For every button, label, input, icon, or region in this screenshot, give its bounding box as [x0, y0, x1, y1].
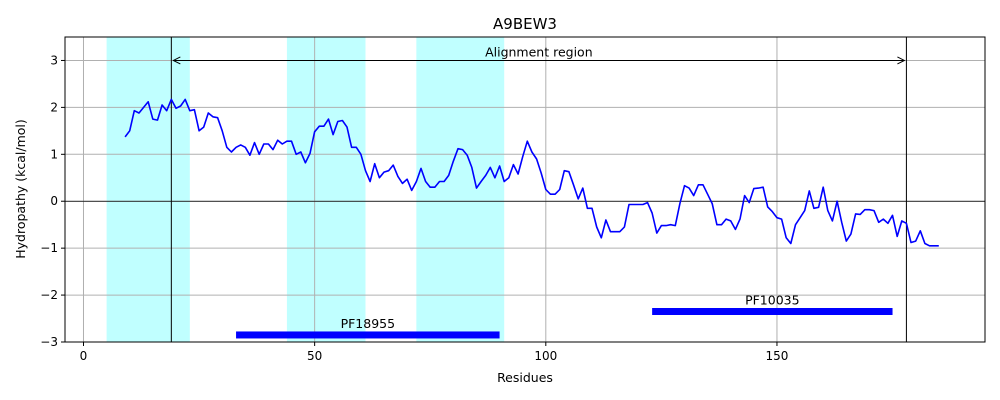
shaded-region-3 [416, 37, 505, 342]
shaded-regions [106, 37, 505, 342]
shaded-region-2 [286, 37, 366, 342]
x-axis-ticks: 0 50 100 150 [80, 342, 789, 363]
plot-background [65, 37, 985, 342]
hydropathy-line [124, 98, 939, 247]
x-tick-label: 150 [766, 349, 789, 363]
shaded-region-1 [106, 37, 190, 342]
alignment-boundary-lines [170, 37, 907, 342]
y-tick-label: −1 [40, 241, 58, 255]
y-tick-label: 0 [50, 194, 58, 208]
y-tick-label: 3 [50, 53, 58, 67]
y-tick-label: −3 [40, 335, 58, 349]
plot-border [64, 36, 986, 343]
plot-area [65, 37, 985, 342]
alignment-arrow [172, 56, 906, 65]
alignment-arrow-left-head [172, 56, 181, 65]
y-tick-label: 2 [50, 100, 58, 114]
x-axis-label: Residues [497, 370, 553, 385]
plot-frame [64, 36, 986, 343]
y-axis-ticks: −3 −2 −1 0 1 2 3 [40, 53, 65, 349]
domain-bars [236, 308, 893, 339]
chart-title: A9BEW3 [493, 15, 557, 33]
alignment-region-label: Alignment region [485, 44, 593, 59]
x-tick-label: 100 [534, 349, 557, 363]
domain-bar-pf18955 [236, 331, 500, 339]
x-tick-label: 0 [80, 349, 88, 363]
domain-label-pf18955: PF18955 [341, 316, 396, 331]
y-tick-label: 1 [50, 147, 58, 161]
domain-bar-pf10035 [652, 308, 893, 315]
y-axis-label: Hydropathy (kcal/mol) [13, 119, 28, 259]
y-tick-label: −2 [40, 288, 58, 302]
alignment-arrow-right-head [897, 56, 906, 65]
x-tick-label: 50 [307, 349, 322, 363]
hydropathy-series [124, 98, 939, 247]
domain-label-pf10035: PF10035 [745, 293, 800, 308]
